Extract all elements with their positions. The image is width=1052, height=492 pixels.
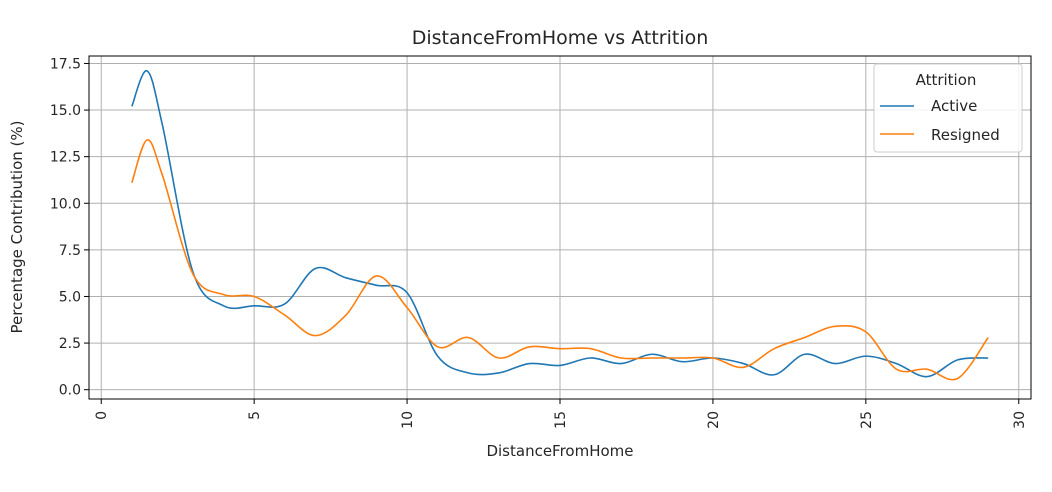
x-axis-label: DistanceFromHome <box>486 442 633 460</box>
y-tick-label: 2.5 <box>59 336 81 352</box>
y-axis-label: Percentage Contribution (%) <box>8 120 26 333</box>
y-tick-label: 7.5 <box>59 243 81 259</box>
grid <box>89 56 1031 399</box>
x-tick-label: 0 <box>94 411 110 420</box>
x-tick-label: 25 <box>859 411 875 429</box>
x-axis-ticks: 0 5 10 15 20 25 30 <box>94 399 1028 429</box>
y-axis-ticks: 0.0 2.5 5.0 7.5 10.0 12.5 15.0 17.5 <box>50 56 89 399</box>
chart-title: DistanceFromHome vs Attrition <box>412 27 709 49</box>
series-line-resigned <box>131 139 989 381</box>
x-tick-label: 20 <box>706 411 722 429</box>
series-lines <box>131 70 989 381</box>
series-line-active <box>131 70 989 378</box>
y-tick-label: 10.0 <box>50 196 81 212</box>
x-tick-label: 15 <box>553 411 569 429</box>
legend-title: Attrition <box>916 71 977 89</box>
y-tick-label: 12.5 <box>50 150 81 166</box>
y-tick-label: 15.0 <box>50 103 81 119</box>
y-tick-label: 17.5 <box>50 56 81 72</box>
legend-label-resigned: Resigned <box>931 126 1000 144</box>
legend: Attrition Active Resigned <box>873 63 1023 153</box>
legend-box <box>873 63 1023 153</box>
x-tick-label: 30 <box>1012 411 1028 429</box>
y-tick-label: 0.0 <box>59 383 81 399</box>
y-tick-label: 5.0 <box>59 289 81 305</box>
x-tick-label: 5 <box>247 411 263 420</box>
x-tick-label: 10 <box>400 411 416 429</box>
legend-label-active: Active <box>931 97 977 115</box>
